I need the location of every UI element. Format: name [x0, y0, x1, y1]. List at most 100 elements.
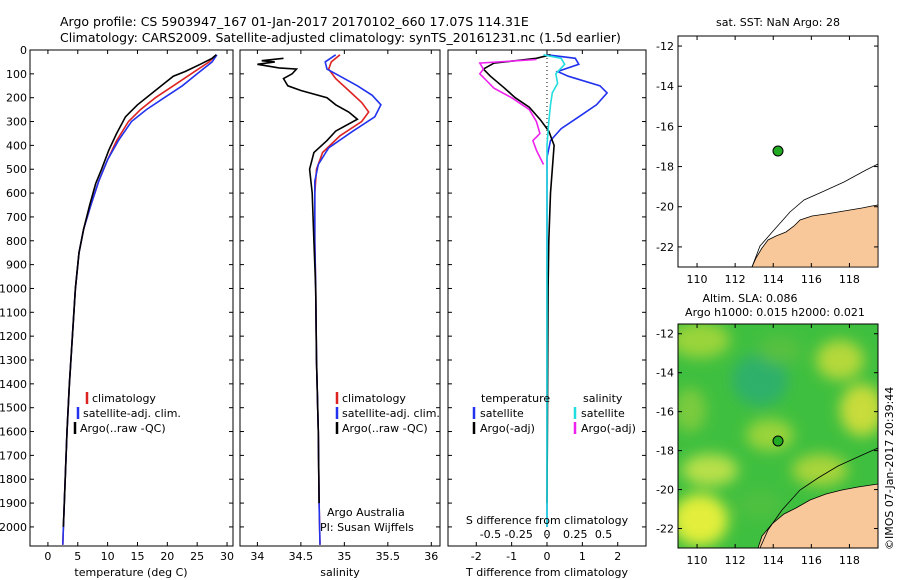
series-line-satellite-adj-clim-	[62, 54, 218, 545]
temperature-frame	[29, 49, 234, 547]
float-position-icon	[772, 435, 784, 447]
salinity-frame	[239, 49, 441, 547]
series-line-climatology	[62, 54, 217, 545]
y-tick-label: 200	[6, 92, 27, 105]
y-tick-label: 100	[6, 68, 27, 81]
x-tick-label: 1	[579, 550, 586, 563]
x-tick-label: 20	[160, 550, 174, 563]
sla-heatmap	[678, 324, 878, 548]
y-tick-label: 500	[6, 163, 27, 176]
legend-satellite: satellite-adj. clim.	[83, 407, 181, 420]
series-line-temperature-satellite	[546, 54, 609, 527]
y-tick-label: 2000	[0, 521, 27, 534]
series-line-salinity-argo-adj-	[478, 58, 545, 165]
x-tick-label: 10	[101, 550, 115, 563]
map-x-tick-label: 114	[763, 554, 784, 567]
map-y-tick-label: -20	[656, 201, 674, 214]
y-tick-label: 1500	[0, 402, 27, 415]
s-tick-label: -0.5	[480, 528, 501, 541]
map-x-tick-label: 116	[801, 554, 822, 567]
x-tick-label: 30	[220, 550, 234, 563]
map-x-tick-label: 118	[839, 273, 860, 286]
y-tick-label: 800	[6, 235, 27, 248]
temperature-legend: climatology satellite-adj. clim. Argo(..…	[73, 392, 181, 435]
map-y-tick-label: -22	[656, 241, 674, 254]
series-line-argo-raw-qc-	[257, 57, 359, 504]
x-tick-label: 5	[74, 550, 81, 563]
legend-sal-argo: Argo(-adj)	[581, 422, 636, 435]
s-tick-label: 0.25	[563, 528, 588, 541]
s-tick-label: -0.25	[504, 528, 532, 541]
map-x-tick-label: 112	[725, 554, 746, 567]
difference-legend: temperature salinity satellite Argo(-adj…	[472, 392, 636, 435]
map-x-tick-label: 114	[763, 273, 784, 286]
map-y-tick-label: -12	[656, 328, 674, 341]
float-position-icon	[772, 145, 784, 157]
x-tick-label: 35.5	[376, 550, 401, 563]
sla-map-frame	[677, 323, 879, 549]
annotation-pi: PI: Susan Wijffels	[320, 521, 414, 534]
y-tick-label: 1100	[0, 306, 27, 319]
land-icon	[751, 204, 879, 268]
y-tick-label: 400	[6, 139, 27, 152]
series-line-temperature-argo-adj-	[482, 54, 555, 504]
x-tick-label: 35	[337, 550, 351, 563]
timestamp: ©IMOS 07-Jan-2017 20:39:44	[883, 387, 896, 550]
x-tick-label: 0	[544, 550, 551, 563]
legend-temp-satellite: satellite	[480, 407, 524, 420]
sla-title-line-1: Altim. SLA: 0.086	[702, 292, 797, 305]
map-y-tick-label: -18	[656, 161, 674, 174]
sst-map-title: sat. SST: NaN Argo: 28	[716, 16, 840, 29]
salinity-panel: 34 34.5 35 35.5 36 climatology satellite-adj…	[239, 49, 441, 579]
map-y-tick-label: -14	[656, 367, 674, 380]
x-tick-label: 0	[44, 550, 51, 563]
y-tick-label: 1000	[0, 282, 27, 295]
temperature-panel: 0100200300400500600700800900100011001200…	[0, 44, 234, 579]
sla-title-line-2: Argo h1000: 0.015 h2000: 0.021	[685, 306, 865, 319]
map-y-tick-label: -18	[656, 445, 674, 458]
map-y-tick-label: -14	[656, 80, 674, 93]
y-tick-label: 1300	[0, 354, 27, 367]
map-x-tick-label: 110	[687, 273, 708, 286]
y-tick-label: 1700	[0, 449, 27, 462]
t-difference-xlabel: T difference from climatology	[465, 566, 628, 579]
map-y-tick-label: -20	[656, 484, 674, 497]
x-tick-label: 36	[424, 550, 438, 563]
y-tick-label: 0	[20, 44, 27, 57]
series-line-salinity-satellite	[543, 54, 566, 527]
y-tick-label: 1200	[0, 330, 27, 343]
legend-argo: Argo(..raw -QC)	[342, 422, 428, 435]
salinity-legend: climatology satellite-adj. clim. Argo(..…	[335, 392, 440, 435]
sla-map-panel: Altim. SLA: 0.086 Argo h1000: 0.015 h200…	[656, 292, 879, 567]
legend-temperature-header: temperature	[481, 392, 550, 405]
salinity-xlabel: salinity	[320, 566, 360, 579]
map-y-tick-label: -12	[656, 40, 674, 53]
y-tick-label: 1600	[0, 426, 27, 439]
x-tick-label: 34	[250, 550, 264, 563]
depth-contour	[751, 163, 879, 268]
s-tick-label: 0.5	[595, 528, 613, 541]
s-difference-label: S difference from climatology	[466, 514, 629, 527]
annotation-argo-australia: Argo Australia	[327, 506, 405, 519]
map-x-tick-label: 112	[725, 273, 746, 286]
x-tick-label: -1	[506, 550, 517, 563]
y-tick-label: 600	[6, 187, 27, 200]
map-y-tick-label: -16	[656, 406, 674, 419]
map-x-tick-label: 116	[801, 273, 822, 286]
legend-argo: Argo(..raw -QC)	[80, 422, 166, 435]
legend-climatology: climatology	[92, 392, 156, 405]
x-tick-label: 2	[614, 550, 621, 563]
legend-temp-argo: Argo(-adj)	[480, 422, 535, 435]
map-x-tick-label: 118	[839, 554, 860, 567]
legend-sal-satellite: satellite	[581, 407, 625, 420]
x-tick-label: 34.5	[289, 550, 314, 563]
sst-map-panel: sat. SST: NaN Argo: 28 110 112 114 116 118 -1…	[656, 16, 879, 286]
y-tick-label: 1900	[0, 497, 27, 510]
series-line-satellite-adj-clim-	[313, 54, 382, 545]
map-y-tick-label: -22	[656, 523, 674, 536]
y-tick-label: 1400	[0, 378, 27, 391]
legend-climatology: climatology	[342, 392, 406, 405]
x-tick-label: 25	[190, 550, 204, 563]
